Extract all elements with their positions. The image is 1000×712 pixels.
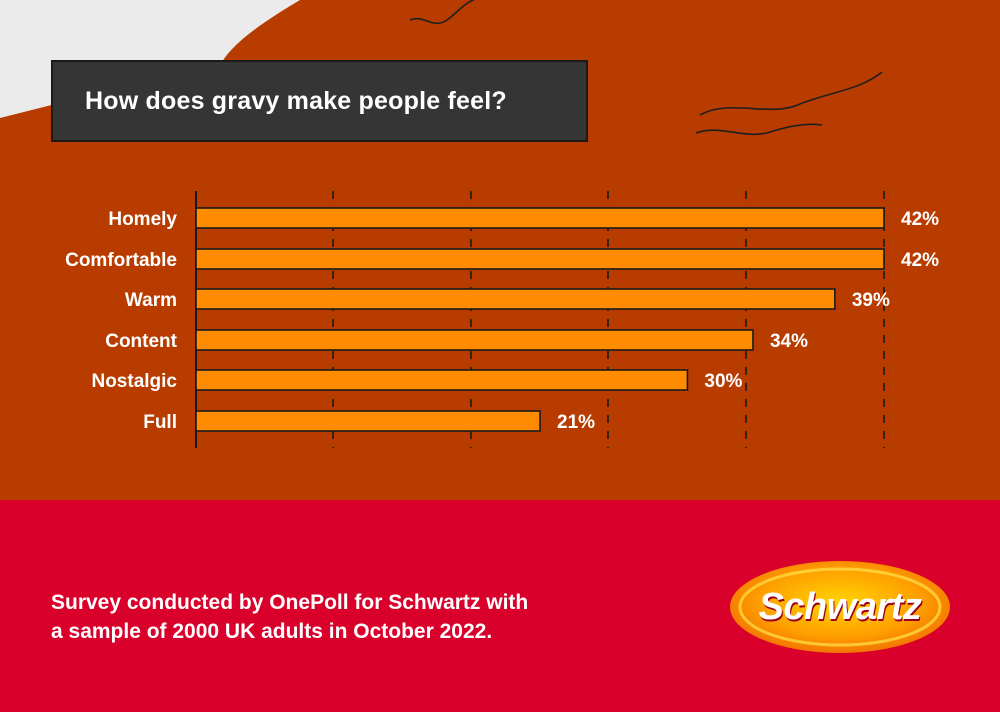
category-label-homely: Homely <box>108 209 177 230</box>
value-label-full: 21% <box>557 412 595 433</box>
bar-homely <box>195 207 885 229</box>
bar-chart: Homely 42% Comfortable 42% Warm 39% Content 34%… <box>65 191 939 448</box>
bar-comfortable <box>195 248 885 270</box>
footnote-line-1: Survey conducted by OnePoll for Schwartz… <box>51 591 529 614</box>
category-label-content: Content <box>105 331 177 352</box>
gridlines <box>195 191 885 448</box>
bar-nostalgic <box>195 369 689 391</box>
logo-emblem-icon <box>730 561 950 653</box>
footnote-line-2: a sample of 2000 UK adults in October 20… <box>51 620 493 643</box>
chart-title: How does gravy make people feel? <box>85 86 507 115</box>
squiggle-right-1 <box>699 71 883 116</box>
category-label-nostalgic: Nostalgic <box>91 371 177 392</box>
value-label-homely: 42% <box>901 209 939 230</box>
bars <box>195 207 885 432</box>
schwartz-logo: Schwartz <box>728 558 952 656</box>
squiggle-right-2 <box>695 123 823 136</box>
value-label-warm: 39% <box>852 290 890 311</box>
bar-content <box>195 329 754 351</box>
bar-warm <box>195 288 836 310</box>
category-label-full: Full <box>143 412 177 433</box>
survey-footnote: Survey conducted by OnePoll for Schwartz… <box>51 588 528 646</box>
value-label-content: 34% <box>770 331 808 352</box>
labels: Homely 42% Comfortable 42% Warm 39% Content 34%… <box>65 209 939 433</box>
squiggle-top <box>409 0 476 25</box>
value-label-comfortable: 42% <box>901 250 939 271</box>
logo-wordmark: Schwartz <box>758 585 922 628</box>
category-label-warm: Warm <box>125 290 177 311</box>
value-label-nostalgic: 30% <box>704 371 742 392</box>
bar-full <box>195 410 541 432</box>
category-label-comfortable: Comfortable <box>65 250 177 271</box>
title-box: How does gravy make people feel? <box>51 60 588 142</box>
